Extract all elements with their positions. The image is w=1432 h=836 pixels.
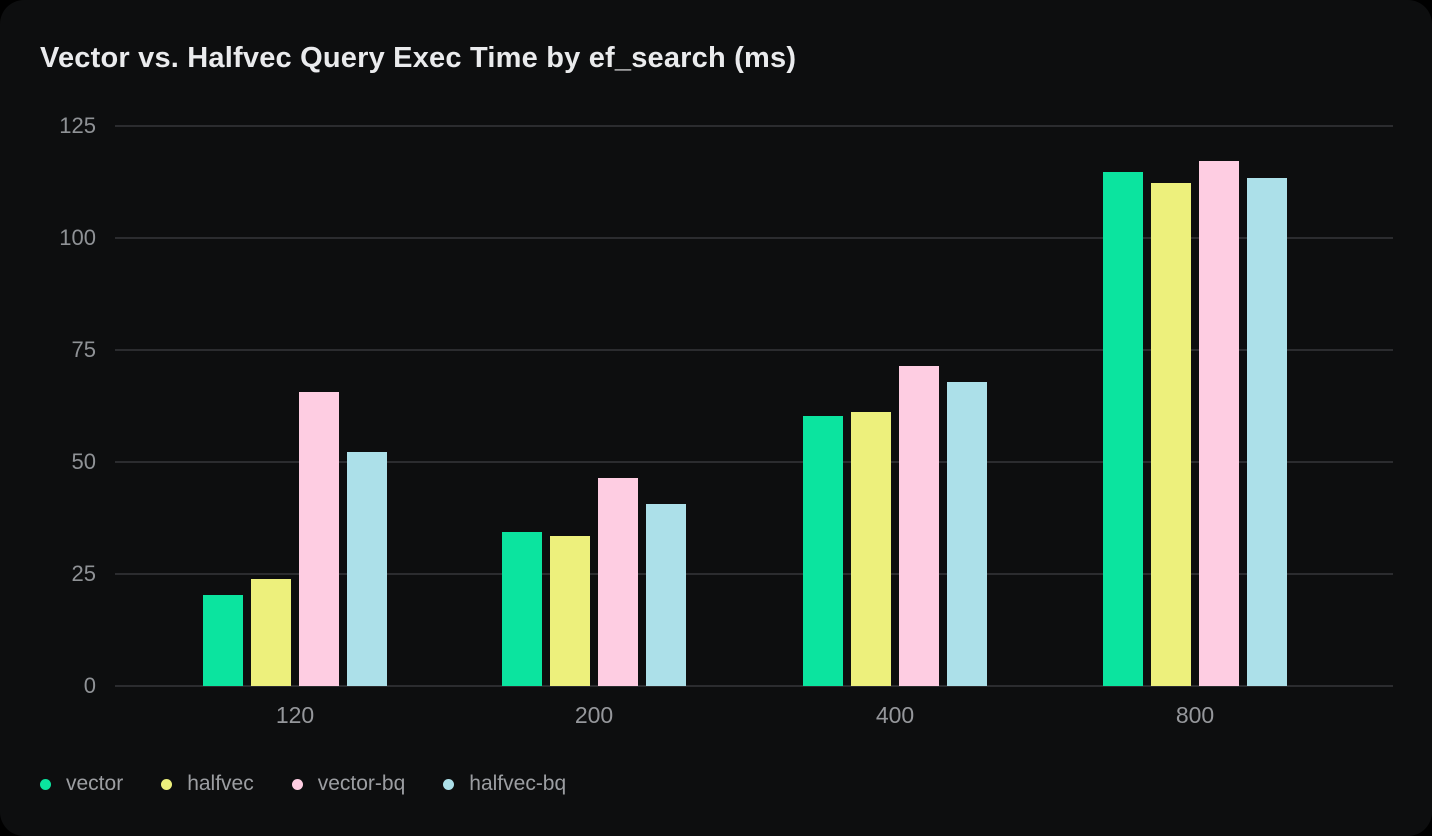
legend-dot-vector	[40, 778, 51, 790]
legend-label: vector-bq	[317, 772, 406, 795]
legend-dot-halfvec	[161, 778, 173, 790]
bar-vector-bq-800[interactable]	[1199, 161, 1239, 686]
bar-vector-bq-200[interactable]	[598, 478, 638, 686]
bar-halfvec-200[interactable]	[550, 536, 590, 686]
legend-label: vector	[66, 772, 124, 795]
bar-vector-400[interactable]	[803, 416, 843, 686]
legend-item-halfvec-bq[interactable]: halfvec-bq	[443, 772, 566, 796]
y-tick-label: 25	[71, 561, 96, 586]
bar-halfvec-bq-200[interactable]	[646, 504, 686, 686]
chart-title: Vector vs. Halfvec Query Exec Time by ef…	[40, 42, 797, 74]
legend: vector halfvec vector-bq halfvec-bq	[40, 770, 566, 798]
gridline	[115, 237, 1393, 239]
x-tick-label-200: 200	[574, 702, 614, 728]
legend-item-vector-bq[interactable]: vector-bq	[291, 772, 406, 796]
x-tick-label-800: 800	[1175, 702, 1215, 728]
y-tick-label: 50	[71, 449, 96, 474]
y-tick-label: 125	[59, 113, 96, 138]
x-tick-label-120: 120	[275, 702, 315, 728]
bar-halfvec-bq-400[interactable]	[947, 382, 987, 686]
bar-vector-bq-120[interactable]	[299, 392, 339, 686]
y-tick-label: 75	[71, 337, 96, 362]
gridline	[115, 461, 1393, 463]
legend-dot-halfvec-bq	[443, 778, 455, 790]
bar-vector-bq-400[interactable]	[899, 366, 939, 686]
bar-halfvec-800[interactable]	[1151, 183, 1191, 686]
gridline	[115, 349, 1393, 351]
y-tick-label: 100	[59, 225, 96, 250]
gridline	[115, 573, 1393, 575]
legend-item-halfvec[interactable]: halfvec	[161, 772, 254, 796]
y-tick-label: 0	[83, 673, 96, 698]
bar-vector-800[interactable]	[1103, 172, 1143, 686]
legend-label: halfvec	[187, 772, 254, 795]
legend-item-vector[interactable]: vector	[40, 772, 123, 796]
legend-dot-vector-bq	[291, 778, 303, 790]
legend-label: halfvec-bq	[469, 772, 567, 795]
bar-halfvec-bq-120[interactable]	[347, 452, 387, 686]
bar-halfvec-120[interactable]	[251, 579, 291, 686]
bar-vector-120[interactable]	[203, 595, 243, 686]
x-tick-label-400: 400	[875, 702, 915, 728]
plot-area	[115, 125, 1393, 687]
bar-vector-200[interactable]	[502, 532, 542, 686]
gridline	[115, 125, 1393, 127]
bar-halfvec-400[interactable]	[851, 412, 891, 686]
gridline	[115, 685, 1393, 687]
bar-halfvec-bq-800[interactable]	[1247, 178, 1287, 686]
